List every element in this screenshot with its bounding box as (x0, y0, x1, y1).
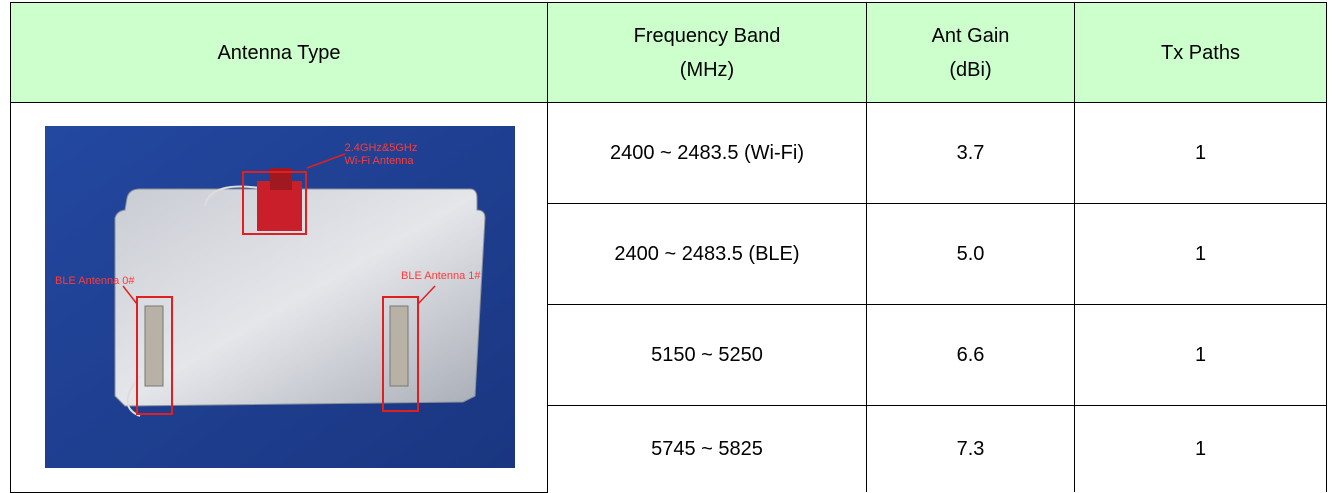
photo-label: Wi-Fi Antenna (344, 155, 414, 167)
photo-label: 2.4GHz&5GHz (345, 142, 418, 154)
header-text: Frequency Band (633, 24, 781, 47)
photo-cell: 2.4GHz&5GHz Wi-Fi Antenna BLE Antenna 0#… (10, 102, 548, 493)
cell: 1 (1074, 405, 1327, 492)
cell: 6.6 (866, 304, 1075, 406)
cell: 2400 ~ 2483.5 (Wi-Fi) (547, 102, 867, 204)
header-cell: Frequency Band (MHz) (547, 2, 867, 103)
header-row: Antenna Type Frequency Band (MHz) Ant Gai… (10, 2, 1327, 103)
cell: 3.7 (866, 102, 1075, 204)
row: 2400 ~ 2483.5 (BLE) 5.0 1 (11, 203, 1327, 305)
cell: 2400 ~ 2483.5 (BLE) (547, 203, 867, 305)
cell: 5745 ~ 5825 (547, 405, 867, 492)
cell: 7.3 (866, 405, 1075, 492)
antenna-table: Antenna Type Frequency Band (MHz) Ant Gai… (10, 2, 1327, 493)
row: 5150 ~ 5250 6.6 1 (11, 304, 1327, 406)
header-text: Tx Paths (1161, 41, 1240, 64)
row: 5745 ~ 5825 7.3 1 (11, 405, 1327, 492)
row: 2.4GHz&5GHz Wi-Fi Antenna BLE Antenna 0#… (10, 102, 1327, 493)
header-cell: Antenna Type (10, 2, 548, 103)
photo-label: BLE Antenna 0# (55, 275, 135, 287)
header-text: Ant Gain (931, 24, 1010, 47)
photo-label: BLE Antenna 1# (401, 270, 481, 282)
header-text: Antenna Type (217, 41, 341, 64)
cell: 1 (1074, 304, 1327, 406)
header-text: (MHz) (679, 58, 735, 81)
cell: 1 (1074, 203, 1327, 305)
cell: 5150 ~ 5250 (547, 304, 867, 406)
header-cell: Tx Paths (1074, 2, 1327, 103)
antenna-photo: 2.4GHz&5GHz Wi-Fi Antenna BLE Antenna 0#… (45, 126, 515, 468)
cell: 5.0 (866, 203, 1075, 305)
cell: 1 (1074, 102, 1327, 204)
header-text: (dBi) (949, 58, 992, 81)
header-cell: Ant Gain (dBi) (866, 2, 1075, 103)
